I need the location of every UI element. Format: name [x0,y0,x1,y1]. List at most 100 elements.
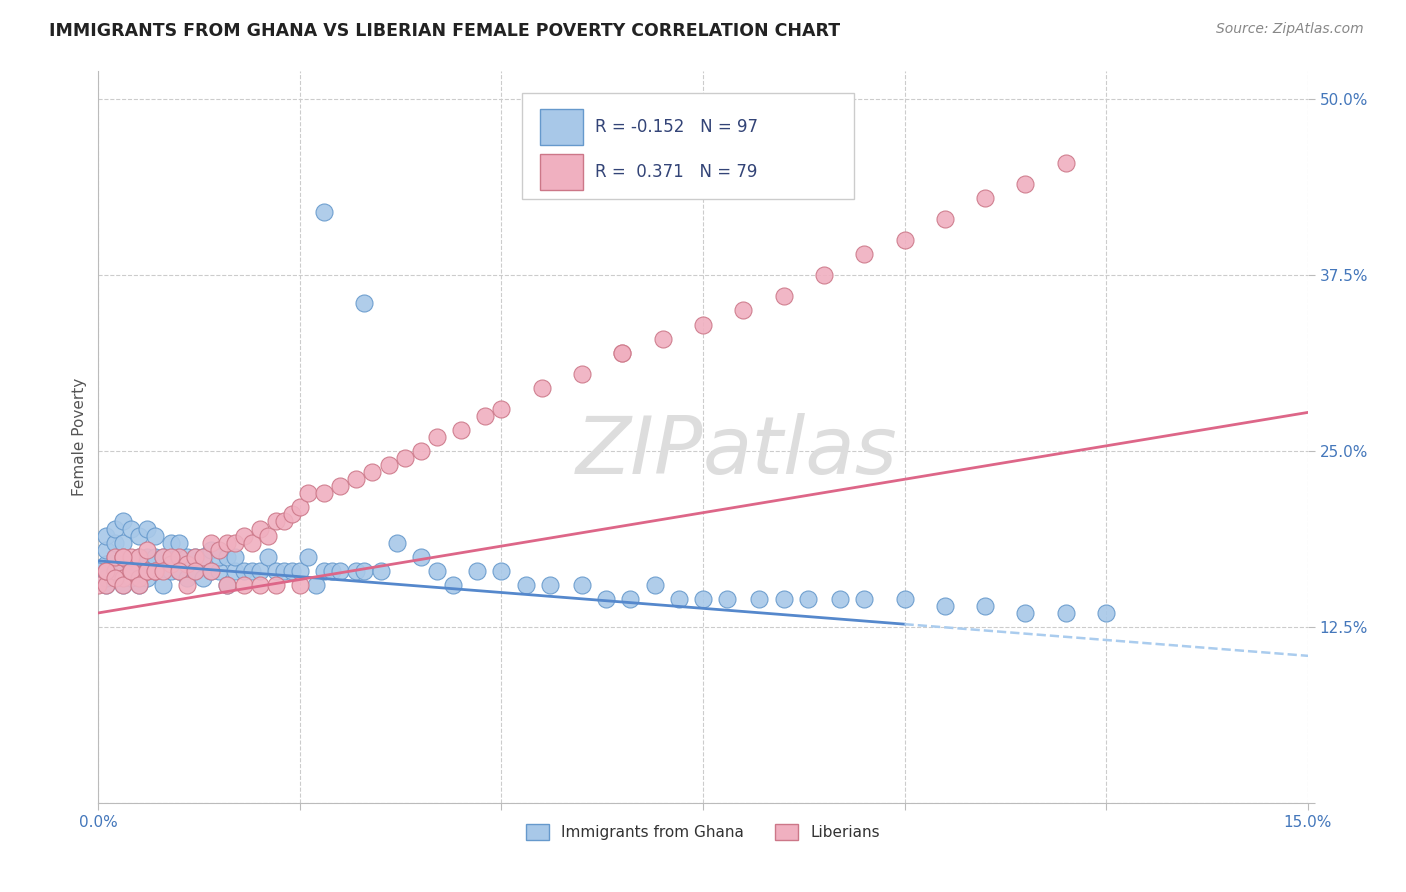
Point [96,528,118,542]
Point [224,564,246,578]
Point [934,599,956,613]
Point [135,564,157,578]
Point [772,591,794,606]
Point [314,564,336,578]
Point [385,535,408,549]
Point [256,549,278,564]
Point [974,599,997,613]
Point [224,535,246,549]
Point [612,345,634,359]
Point [249,578,271,592]
Point [353,564,375,578]
Point [465,564,488,578]
Point [135,542,157,557]
Point [96,564,118,578]
Point [217,535,239,549]
Point [314,486,336,500]
Point [329,479,352,493]
Point [135,564,157,578]
Point [217,578,239,592]
Point [612,345,634,359]
Point [668,591,690,606]
Point [344,472,367,486]
Point [314,205,336,219]
Point [232,564,254,578]
Point [143,564,166,578]
Point [200,535,222,549]
Point [394,451,416,466]
Point [893,233,915,247]
Point [297,549,319,564]
Point [193,571,215,585]
Point [651,332,673,346]
Point [595,591,617,606]
Point [249,521,271,535]
Point [111,535,134,549]
Point [120,571,142,585]
Point [160,564,183,578]
Point [184,549,207,564]
Point [128,578,150,592]
Point [96,571,118,585]
Point [232,528,254,542]
Point [644,578,666,592]
Point [692,318,714,332]
Point [232,578,254,592]
Point [167,564,190,578]
Point [120,571,142,585]
Point [87,578,110,592]
Point [450,423,472,437]
Point [103,535,125,549]
Point [143,549,166,564]
Point [143,528,166,542]
Point [193,549,215,564]
Point [297,486,319,500]
Point [152,549,174,564]
Point [111,557,134,571]
Point [128,578,150,592]
Point [772,289,794,303]
Point [120,564,142,578]
Point [409,444,432,458]
Point [200,542,222,557]
Point [208,564,231,578]
Point [96,557,118,571]
FancyBboxPatch shape [540,154,583,190]
Text: ZIP: ZIP [575,413,703,491]
Point [160,557,183,571]
Point [1014,177,1036,191]
Point [200,564,222,578]
Point [224,549,246,564]
Point [96,578,118,592]
Point [353,296,375,310]
Point [184,564,207,578]
Point [256,528,278,542]
Point [853,247,876,261]
Point [208,549,231,564]
Point [111,549,134,564]
Point [160,535,183,549]
Point [361,465,384,479]
Point [103,564,125,578]
Point [813,268,835,283]
Point [329,564,352,578]
Text: R =  0.371   N = 79: R = 0.371 N = 79 [595,163,758,181]
Point [160,549,183,564]
Point [1054,156,1077,170]
Point [716,591,738,606]
Point [96,564,118,578]
Point [128,528,150,542]
Point [538,578,561,592]
Point [264,578,287,592]
Point [111,578,134,592]
Text: IMMIGRANTS FROM GHANA VS LIBERIAN FEMALE POVERTY CORRELATION CHART: IMMIGRANTS FROM GHANA VS LIBERIAN FEMALE… [49,22,841,40]
Point [321,564,343,578]
Point [111,515,134,529]
Point [893,591,915,606]
Point [409,549,432,564]
Point [167,549,190,564]
FancyBboxPatch shape [540,109,583,145]
Point [152,564,174,578]
Point [264,564,287,578]
Legend: Immigrants from Ghana, Liberians: Immigrants from Ghana, Liberians [520,818,886,847]
